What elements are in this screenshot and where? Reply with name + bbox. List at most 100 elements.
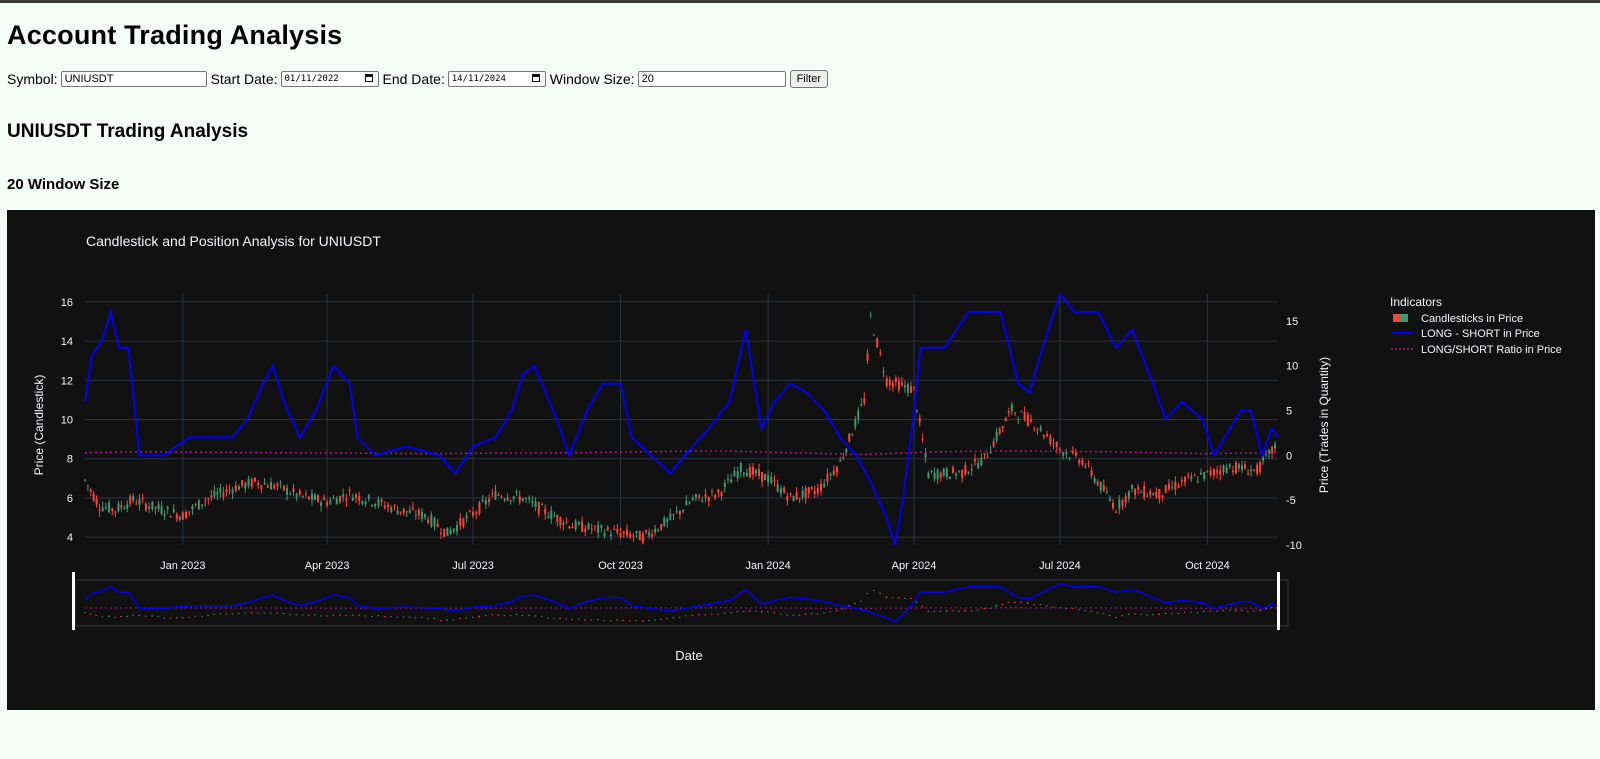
slider-candle (547, 617, 549, 619)
candle-body (798, 497, 801, 499)
legend-item-candlesticks[interactable]: Candlesticks in Price (1393, 313, 1523, 325)
slider-candle (314, 614, 316, 616)
slider-candle (1108, 615, 1111, 617)
slider-candle (1171, 613, 1173, 615)
candle-body (739, 463, 742, 473)
slider-candle (95, 614, 98, 616)
legend-item-ratio[interactable]: LONG/SHORT Ratio in Price (1391, 344, 1562, 356)
slider-candle (231, 613, 234, 615)
slider-candle (101, 616, 104, 618)
candlestick-chart[interactable]: Candlestick and Position Analysis for UN… (7, 210, 1595, 710)
legend[interactable]: Indicators Candlesticks in Price LONG - … (1390, 295, 1562, 356)
slider-candle (320, 615, 322, 617)
slider-candle (1026, 602, 1029, 604)
candle-body (1105, 491, 1108, 493)
candle-body (1026, 414, 1029, 426)
slider-candle (244, 612, 246, 614)
candle-body (298, 490, 301, 495)
candle-body (436, 524, 439, 527)
candle-body (178, 516, 181, 520)
candle-body (169, 515, 172, 518)
candle-body (420, 511, 423, 519)
slider-candle (983, 608, 986, 610)
candle-body (286, 487, 289, 495)
candle-body (710, 491, 713, 493)
window-size-input[interactable] (637, 71, 786, 87)
slider-candle (509, 615, 512, 617)
candle-body (642, 533, 645, 543)
slider-candle (1222, 609, 1224, 611)
candle-body (1001, 426, 1004, 429)
candle-body (1271, 446, 1274, 454)
candle-body (512, 496, 515, 499)
candle-body (1222, 465, 1225, 472)
slider-candle (629, 620, 631, 622)
candle-body (244, 482, 247, 489)
candle-body (792, 495, 795, 502)
candle-body (773, 480, 776, 482)
end-date-input[interactable] (447, 71, 546, 87)
filter-button[interactable]: Filter (789, 70, 829, 88)
candle-body (497, 494, 500, 496)
candle-body (1177, 485, 1180, 488)
candle-body (891, 382, 894, 388)
slider-candle (219, 613, 221, 615)
slider-candle (666, 618, 668, 620)
candle-body (948, 476, 951, 479)
candle-body (524, 498, 527, 500)
start-date-label: Start Date: (210, 71, 278, 87)
candle-body (270, 482, 273, 490)
slider-candle (1078, 609, 1080, 611)
start-date-input[interactable] (280, 71, 379, 87)
candle-body (332, 497, 335, 499)
symbol-input[interactable] (60, 71, 207, 87)
slider-candle (553, 617, 555, 619)
slider-candle (1209, 610, 1212, 612)
ratio-line (84, 450, 1279, 456)
candle-body (411, 507, 414, 510)
candle-body (1212, 468, 1215, 476)
calendar-icon[interactable] (531, 74, 540, 82)
slider-candle (1152, 614, 1154, 616)
candle-body (1262, 457, 1265, 461)
calendar-icon[interactable] (364, 74, 373, 82)
slider-candle (964, 609, 966, 612)
candle-body (1253, 469, 1256, 471)
slider-candle (903, 597, 906, 599)
legend-item-long-short[interactable]: LONG - SHORT in Price (1391, 328, 1540, 340)
candle-body (393, 505, 396, 507)
candle-body (154, 506, 157, 509)
x-tick-label: Oct 2024 (1185, 560, 1230, 572)
candle-body (282, 485, 285, 491)
candle-body (779, 488, 782, 494)
candle-body (317, 495, 320, 502)
chart-container[interactable]: Candlestick and Position Analysis for UN… (7, 210, 1595, 710)
candle-body (1014, 412, 1017, 414)
y-tick-label-left: 16 (61, 297, 73, 309)
x-tick-label: Jul 2024 (1039, 560, 1081, 572)
slider-handle[interactable] (1277, 572, 1280, 630)
candle-body (433, 517, 436, 527)
slider-candle (977, 609, 979, 611)
candle-body (342, 494, 345, 498)
slider-candle (1084, 610, 1086, 612)
candle-body (1111, 502, 1114, 509)
slider-candle (786, 614, 788, 616)
candle-body (151, 501, 154, 510)
slider-candle (1014, 601, 1016, 603)
slider-candle (939, 611, 942, 613)
candle-body (682, 510, 685, 512)
slider-candle (660, 618, 662, 620)
candle-body (1049, 435, 1052, 444)
range-slider[interactable] (72, 572, 1289, 630)
slider-candle (89, 613, 92, 615)
slider-candle (1190, 611, 1192, 613)
candle-body (181, 512, 184, 520)
slider-candle (804, 613, 807, 615)
slider-candle (1058, 607, 1061, 609)
candle-body (295, 493, 298, 498)
slider-handle[interactable] (72, 572, 75, 630)
slider-candle (571, 619, 573, 621)
slider-candle (685, 615, 687, 617)
candle-body (237, 486, 240, 490)
